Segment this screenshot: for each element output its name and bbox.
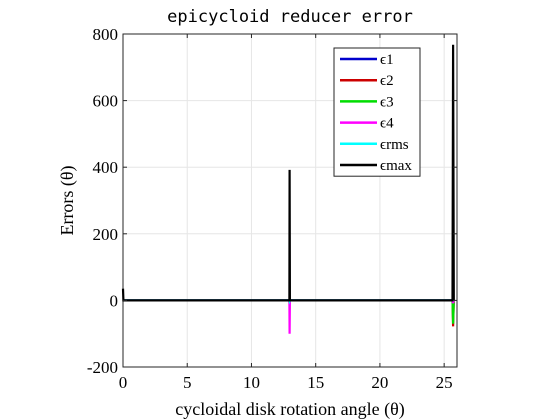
y-tick-label: 200: [93, 225, 119, 244]
x-tick-label: 25: [436, 373, 453, 392]
legend: ϵ1 ϵ2 ϵ3 ϵ4 ϵrms ϵmax: [333, 47, 421, 177]
legend-label-5: ϵrms: [380, 137, 409, 153]
y-tick-label: 600: [93, 92, 119, 111]
legend-label-1: ϵ1: [380, 52, 394, 68]
y-tick-label: 400: [93, 158, 119, 177]
y-tick-label: 800: [93, 25, 119, 44]
x-tick-label: 5: [183, 373, 192, 392]
axes-box: [122, 33, 458, 368]
legend-box: [333, 47, 421, 177]
x-tick-label: 0: [119, 373, 128, 392]
legend-label-3: ϵ3: [380, 94, 394, 110]
x-tick-label: 15: [307, 373, 324, 392]
legend-label-6: ϵmax: [380, 158, 412, 174]
x-axis-label: cycloidal disk rotation angle (θ): [175, 399, 405, 420]
y-axis-label: Errors (θ): [57, 165, 78, 235]
series-line-6: [121, 44, 455, 302]
series-line-4: [123, 299, 455, 334]
legend-label-4: ϵ4: [380, 116, 394, 132]
x-tick-label: 20: [371, 373, 388, 392]
chart-title: epicycloid reducer error: [167, 7, 413, 27]
y-tick-label: 0: [110, 291, 119, 310]
x-tick-label: 10: [243, 373, 260, 392]
y-tick-label: -200: [87, 358, 118, 377]
legend-label-2: ϵ2: [380, 73, 394, 89]
